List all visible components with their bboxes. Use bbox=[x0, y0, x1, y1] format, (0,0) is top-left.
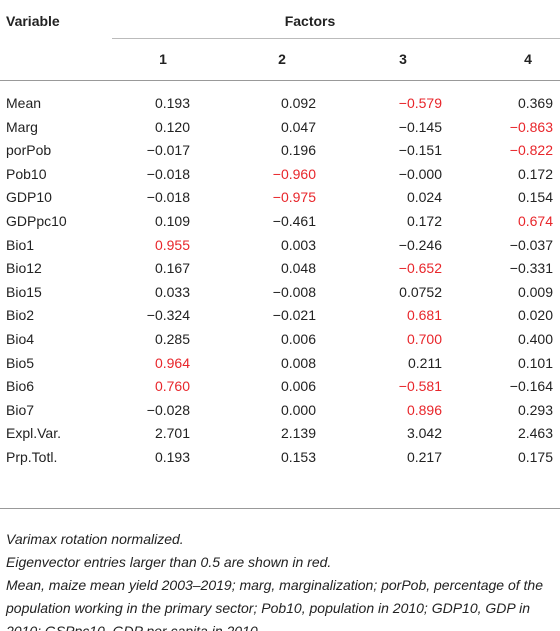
cell-value: 0.000 bbox=[280, 401, 316, 418]
cell-value: −0.863 bbox=[509, 118, 553, 135]
cell-value: 0.167 bbox=[154, 260, 190, 277]
row-label: GDP10 bbox=[6, 189, 52, 206]
cell-value: 0.172 bbox=[406, 213, 442, 229]
cell-value: 0.008 bbox=[280, 354, 316, 371]
cell-value: 2.139 bbox=[280, 425, 316, 442]
cell-value: −0.652 bbox=[398, 260, 442, 277]
cell-value: −0.579 bbox=[398, 95, 442, 111]
cell-value: −0.164 bbox=[509, 378, 553, 395]
cell-value: −0.975 bbox=[272, 189, 316, 206]
cell-value: −0.145 bbox=[398, 118, 442, 135]
cell-value: 0.175 bbox=[517, 449, 553, 465]
cell-value: −0.461 bbox=[272, 213, 316, 229]
cell-value: 0.003 bbox=[280, 236, 316, 253]
note: Eigenvector entries larger than 0.5 are … bbox=[6, 554, 332, 570]
cell-value: −0.021 bbox=[272, 307, 316, 324]
bottom-rule bbox=[0, 508, 560, 509]
cell-value: 2.463 bbox=[517, 425, 553, 442]
row-label: Bio5 bbox=[6, 354, 35, 371]
cell-value: 0.172 bbox=[517, 165, 553, 182]
column-header: 3 bbox=[399, 51, 407, 67]
cell-value: −0.008 bbox=[272, 283, 316, 300]
cell-value: 0.955 bbox=[154, 236, 190, 253]
row-label: Marg bbox=[6, 118, 38, 135]
cell-value: 0.101 bbox=[517, 354, 553, 371]
cell-value: 0.196 bbox=[280, 142, 316, 159]
row-label: Bio6 bbox=[6, 378, 35, 395]
group-rule bbox=[112, 38, 560, 39]
cell-value: −0.960 bbox=[272, 165, 316, 182]
cell-value: 0.896 bbox=[406, 401, 442, 418]
header-variable: Variable bbox=[6, 13, 60, 29]
cell-value: 0.048 bbox=[280, 260, 316, 277]
cell-value: 0.964 bbox=[154, 354, 190, 371]
cell-value: −0.028 bbox=[146, 401, 190, 418]
note: Varimax rotation normalized. bbox=[6, 531, 184, 547]
cell-value: 0.681 bbox=[406, 307, 442, 324]
cell-value: 0.0752 bbox=[399, 283, 442, 300]
column-header: 4 bbox=[524, 51, 532, 67]
cell-value: 0.154 bbox=[517, 189, 553, 206]
cell-value: 0.293 bbox=[517, 401, 553, 418]
cell-value: 0.092 bbox=[280, 95, 316, 111]
cell-value: 0.193 bbox=[154, 95, 190, 111]
cell-value: 0.285 bbox=[154, 331, 190, 347]
cell-value: 0.047 bbox=[280, 118, 316, 135]
cell-value: 0.217 bbox=[406, 449, 442, 465]
header-rule bbox=[0, 80, 560, 81]
cell-value: 0.109 bbox=[154, 213, 190, 229]
cell-value: −0.018 bbox=[146, 189, 190, 206]
cell-value: 0.211 bbox=[408, 354, 442, 371]
row-label: Bio2 bbox=[6, 307, 35, 324]
cell-value: −0.331 bbox=[509, 260, 553, 277]
cell-value: −0.000 bbox=[398, 165, 442, 182]
row-label: Bio7 bbox=[6, 401, 35, 418]
row-label: Pob10 bbox=[6, 165, 47, 182]
cell-value: −0.017 bbox=[146, 142, 190, 159]
cell-value: 0.006 bbox=[280, 378, 316, 395]
cell-value: 0.760 bbox=[154, 378, 190, 395]
cell-value: 0.193 bbox=[154, 449, 190, 465]
row-label: Mean bbox=[6, 95, 42, 111]
row-label: Bio12 bbox=[6, 260, 42, 277]
cell-value: −0.822 bbox=[509, 142, 553, 159]
cell-value: 0.009 bbox=[517, 283, 553, 300]
cell-value: 0.674 bbox=[517, 213, 553, 229]
cell-value: 0.153 bbox=[280, 449, 316, 465]
cell-value: 0.033 bbox=[154, 283, 190, 300]
row-label: porPob bbox=[6, 142, 52, 159]
cell-value: 0.020 bbox=[517, 307, 553, 324]
header-group: Factors bbox=[284, 13, 336, 29]
cell-value: −0.581 bbox=[398, 378, 442, 395]
row-label: Bio1 bbox=[6, 236, 35, 253]
cell-value: −0.018 bbox=[146, 165, 190, 182]
row-label: Prp.Totl. bbox=[6, 449, 58, 465]
cell-value: 0.369 bbox=[517, 95, 553, 111]
cell-value: 3.042 bbox=[406, 425, 442, 442]
column-header: 2 bbox=[278, 51, 286, 67]
notes: Varimax rotation normalized. Eigenvector … bbox=[6, 528, 556, 631]
cell-value: 0.400 bbox=[517, 331, 553, 347]
note: Mean, maize mean yield 2003–2019; marg, … bbox=[6, 577, 543, 631]
row-label: Bio15 bbox=[6, 283, 42, 300]
cell-value: 2.701 bbox=[154, 425, 190, 442]
cell-value: −0.246 bbox=[398, 236, 442, 253]
cell-value: −0.151 bbox=[398, 142, 442, 159]
cell-value: −0.324 bbox=[146, 307, 190, 324]
cell-value: 0.006 bbox=[280, 331, 316, 347]
cell-value: 0.024 bbox=[406, 189, 442, 206]
row-label: Bio4 bbox=[6, 331, 35, 347]
cell-value: 0.700 bbox=[406, 331, 442, 347]
row-label: Expl.Var. bbox=[6, 425, 61, 442]
cell-value: −0.037 bbox=[509, 236, 553, 253]
row-label: GDPpc10 bbox=[6, 213, 67, 229]
cell-value: 0.120 bbox=[154, 118, 190, 135]
column-header: 1 bbox=[159, 51, 167, 67]
